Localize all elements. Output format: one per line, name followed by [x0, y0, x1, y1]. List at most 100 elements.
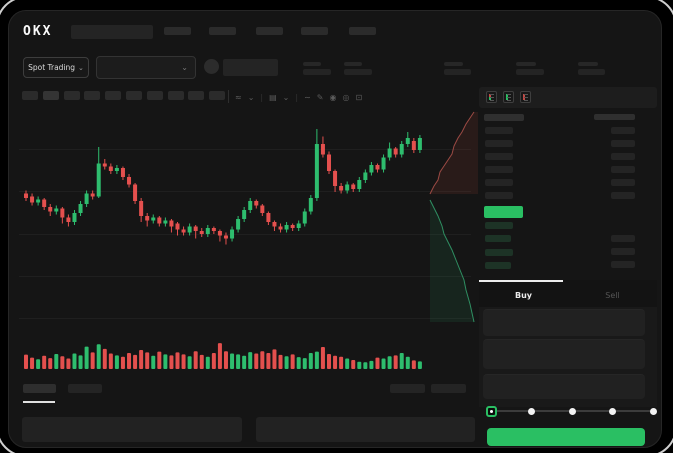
nav-item-placeholder[interactable]	[164, 27, 191, 35]
ask-price-placeholder	[485, 140, 513, 147]
book-asks-icon[interactable]	[520, 91, 531, 103]
fullscreen-icon[interactable]: ⊡	[355, 92, 363, 102]
book-bids-icon[interactable]	[503, 91, 514, 103]
ask-amount-placeholder	[611, 153, 635, 160]
stat-label-placeholder	[444, 62, 463, 66]
order-form	[479, 307, 657, 407]
bid-price-placeholder	[485, 262, 511, 269]
ask-amount-placeholder	[611, 166, 635, 173]
timeframe-button-placeholder[interactable]	[105, 91, 122, 100]
bid-price-placeholder	[485, 222, 513, 229]
tab-sell[interactable]: Sell	[605, 291, 620, 300]
row-line	[490, 97, 494, 98]
divider: |	[295, 92, 299, 102]
gridline	[19, 318, 471, 319]
bids-strip	[489, 97, 491, 100]
slider-stop[interactable]	[649, 407, 657, 415]
gridline	[19, 190, 471, 192]
gridline	[19, 234, 471, 235]
candlestick-chart-canvas[interactable]	[19, 107, 475, 377]
asks-strip	[489, 94, 491, 97]
ask-price-placeholder	[485, 166, 513, 173]
ask-amount-placeholder	[611, 140, 635, 147]
depth-chart[interactable]	[426, 108, 478, 328]
ask-price-placeholder	[485, 179, 513, 186]
buy-submit-button[interactable]	[487, 428, 645, 446]
bottom-action-placeholder[interactable]	[390, 384, 425, 393]
ask-price-placeholder	[485, 192, 513, 199]
row-line	[507, 97, 511, 98]
orderbook-view-switch	[486, 91, 531, 103]
ask-amount-placeholder	[611, 192, 635, 199]
price-input-placeholder[interactable]	[483, 309, 645, 336]
okx-logo: OKX	[23, 24, 53, 39]
divider: |	[260, 92, 264, 102]
row-line	[507, 94, 511, 95]
timeframe-button-placeholder[interactable]	[146, 91, 163, 100]
line-type-icon[interactable]: ≈	[235, 92, 242, 102]
ask-price-placeholder	[485, 153, 513, 160]
search-placeholder[interactable]	[71, 25, 153, 39]
row-line	[490, 100, 494, 101]
open-orders-row-placeholder	[22, 417, 242, 442]
bottom-active-tab-underline	[23, 401, 55, 403]
amount-input-placeholder[interactable]	[483, 339, 645, 369]
snapshot-icon[interactable]: ◉	[329, 92, 337, 102]
bid-amount-placeholder	[611, 235, 635, 242]
stat-value-placeholder	[578, 69, 605, 75]
total-input-placeholder[interactable]	[483, 374, 645, 399]
orderbook-header-placeholder	[594, 114, 635, 120]
active-tab-indicator	[479, 280, 563, 282]
draw-tool-icon[interactable]: ✎	[316, 92, 324, 102]
ask-amount-placeholder	[611, 127, 635, 134]
slider-stop[interactable]	[568, 407, 576, 415]
divider	[228, 90, 229, 103]
chart-settings-icon[interactable]: ◎	[342, 92, 350, 102]
bottom-tab-placeholder[interactable]	[23, 384, 56, 393]
line-type-chevron-icon[interactable]: ⌄	[247, 92, 255, 102]
open-orders-row-placeholder	[256, 417, 475, 442]
timeframe-button-placeholder[interactable]	[22, 91, 38, 100]
slider-handle[interactable]	[485, 405, 497, 417]
stat-label-placeholder	[578, 62, 598, 66]
slider-stop[interactable]	[528, 407, 535, 415]
pair-selector-dropdown[interactable]: ⌄	[96, 56, 196, 79]
tab-buy[interactable]: Buy	[514, 291, 532, 300]
row-line	[524, 97, 528, 98]
ask-price-placeholder	[485, 127, 513, 134]
stat-value-placeholder	[516, 69, 544, 75]
overlay-icon[interactable]: ∼	[304, 92, 311, 102]
bid-amount-placeholder	[611, 248, 635, 255]
candle-style-icon[interactable]: ▤	[269, 92, 277, 102]
bottom-tab-placeholder[interactable]	[68, 384, 102, 393]
nav-item-placeholder[interactable]	[256, 27, 283, 35]
timeframe-button-placeholder[interactable]	[84, 91, 101, 100]
row-line	[524, 100, 528, 101]
timeframe-button-placeholder[interactable]	[188, 91, 205, 100]
amount-slider[interactable]	[479, 403, 657, 419]
market-type-selector[interactable]: Spot Trading ⌄	[23, 57, 89, 78]
timeframe-button-placeholder[interactable]	[209, 91, 226, 100]
book-color-strip	[489, 94, 491, 100]
nav-item-placeholder[interactable]	[349, 27, 376, 35]
slider-stop[interactable]	[609, 407, 616, 415]
bottom-action-placeholder[interactable]	[431, 384, 466, 393]
nav-item-placeholder[interactable]	[209, 27, 236, 35]
row-line	[524, 94, 528, 95]
handle-dot	[489, 409, 493, 413]
trade-tabs: Buy Sell	[479, 280, 657, 311]
trading-app-window: OKX Spot Trading ⌄ ⌄ ≈ ⌄ | ▤ ⌄ | ∼ ✎ ◉ ◎ ⊡	[8, 10, 662, 448]
orderbook-last-price-highlight[interactable]	[484, 206, 523, 218]
timeframe-button-placeholder[interactable]	[42, 91, 59, 100]
orderbook-header-placeholder	[484, 114, 524, 121]
stat-value-placeholder	[444, 69, 471, 75]
book-combined-icon[interactable]	[486, 91, 497, 103]
nav-item-placeholder[interactable]	[301, 27, 328, 35]
candle-style-chevron-icon[interactable]: ⌄	[282, 92, 290, 102]
timeframe-button-placeholder[interactable]	[126, 91, 142, 100]
timeframe-button-placeholder[interactable]	[63, 91, 80, 100]
market-type-label: Spot Trading	[28, 63, 76, 72]
timeframe-button-placeholder[interactable]	[167, 91, 184, 100]
gridline	[19, 148, 471, 150]
